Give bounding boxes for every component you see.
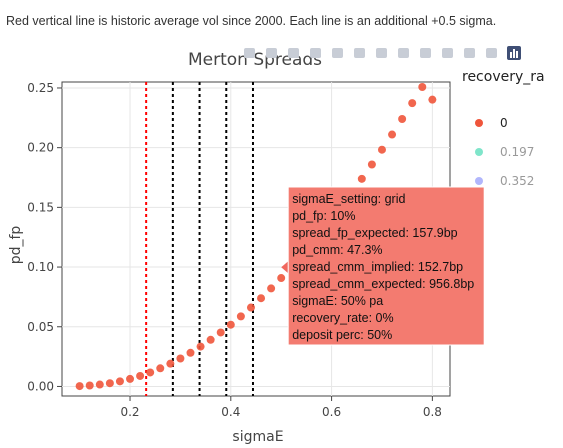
y-tick-label: 0.00 (27, 379, 54, 393)
data-point[interactable] (176, 354, 185, 363)
camera-icon[interactable] (244, 48, 255, 58)
lasso-icon[interactable] (332, 48, 343, 58)
legend-label: 0.197 (500, 145, 534, 159)
hover-compare-icon[interactable] (486, 48, 497, 58)
legend-item[interactable]: 0.352 (475, 174, 534, 188)
data-point[interactable] (357, 174, 366, 183)
legend[interactable]: recovery_ra 0 0.197 0.352 (462, 69, 545, 188)
data-point[interactable] (156, 364, 165, 373)
y-tick-label: 0.15 (27, 200, 54, 214)
reference-lines (145, 82, 254, 396)
data-point[interactable] (146, 368, 155, 377)
box-select-icon[interactable] (310, 48, 321, 58)
legend-label: 0 (500, 116, 508, 130)
y-tick-label: 0.25 (27, 81, 54, 95)
tooltip-line: spread_cmm_expected: 956.8bp (292, 277, 474, 291)
data-point[interactable] (105, 379, 114, 388)
zoom-out-icon[interactable] (376, 48, 387, 58)
y-tick-label: 0.20 (27, 141, 54, 155)
tooltip-box (287, 186, 485, 346)
data-point[interactable] (126, 374, 135, 383)
autoscale-icon[interactable] (398, 48, 409, 58)
data-point[interactable] (398, 115, 407, 124)
data-point[interactable] (277, 274, 286, 283)
chart-note: Red vertical line is historic average vo… (6, 14, 497, 28)
legend-marker (475, 177, 483, 185)
data-point[interactable] (186, 348, 195, 357)
data-point[interactable] (236, 312, 245, 321)
chart-title: Merton Spreads (188, 50, 322, 70)
zoom-in-icon[interactable] (354, 48, 365, 58)
modebar[interactable] (244, 46, 521, 60)
tooltip-line: deposit perc: 50% (292, 328, 392, 342)
data-point[interactable] (377, 145, 386, 154)
x-tick-label: 0.8 (423, 405, 442, 419)
x-tick-label: 0.2 (120, 405, 139, 419)
reset-axes-icon[interactable] (420, 48, 431, 58)
data-point[interactable] (418, 83, 427, 92)
y-axis-ticks: 0.00 0.05 0.10 0.15 0.20 0.25 (27, 81, 62, 393)
data-point[interactable] (408, 99, 417, 108)
data-point[interactable] (216, 328, 225, 337)
legend-item[interactable]: 0.197 (475, 145, 534, 159)
data-point[interactable] (95, 380, 104, 389)
zoom-icon[interactable] (266, 48, 277, 58)
data-point[interactable] (166, 359, 175, 368)
x-tick-label: 0.4 (221, 405, 240, 419)
legend-title: recovery_ra (462, 69, 545, 85)
data-point[interactable] (257, 294, 266, 303)
data-point[interactable] (428, 95, 437, 104)
tooltip-line: spread_fp_expected: 157.9bp (292, 226, 457, 240)
data-point[interactable] (196, 342, 205, 351)
data-point[interactable] (267, 284, 276, 293)
pan-icon[interactable] (288, 48, 299, 58)
y-tick-label: 0.05 (27, 320, 54, 334)
data-point[interactable] (75, 382, 84, 391)
tooltip-line: sigmaE_setting: grid (292, 192, 405, 206)
y-axis-label: pd_fp (8, 226, 24, 265)
tooltip-pointer (281, 261, 289, 274)
x-tick-label: 0.6 (322, 405, 341, 419)
data-point[interactable] (246, 303, 255, 312)
x-axis-ticks: 0.2 0.4 0.6 0.8 (120, 396, 442, 419)
tooltip-line: pd_cmm: 47.3% (292, 243, 382, 257)
hover-tooltip: sigmaE_setting: grid pd_fp: 10% spread_fp_… (281, 186, 485, 346)
data-point[interactable] (85, 381, 94, 390)
data-point[interactable] (226, 320, 235, 329)
data-point[interactable] (206, 335, 215, 344)
x-axis-label: sigmaE (232, 429, 283, 445)
tooltip-line: sigmaE: 50% pa (292, 294, 383, 308)
data-point[interactable] (136, 371, 145, 380)
legend-marker (475, 119, 483, 127)
legend-label: 0.352 (500, 174, 534, 188)
tooltip-line: recovery_rate: 0% (292, 311, 393, 325)
data-point[interactable] (367, 160, 376, 169)
legend-marker (475, 148, 483, 156)
spike-lines-icon[interactable] (442, 48, 453, 58)
data-point[interactable] (388, 130, 397, 139)
plotly-logo-icon[interactable] (507, 46, 521, 60)
data-point[interactable] (115, 377, 124, 386)
legend-item[interactable]: 0 (475, 116, 508, 130)
tooltip-line: spread_cmm_implied: 152.7bp (292, 260, 463, 274)
y-tick-label: 0.10 (27, 260, 54, 274)
tooltip-line: pd_fp: 10% (292, 209, 355, 223)
hover-closest-icon[interactable] (464, 48, 475, 58)
